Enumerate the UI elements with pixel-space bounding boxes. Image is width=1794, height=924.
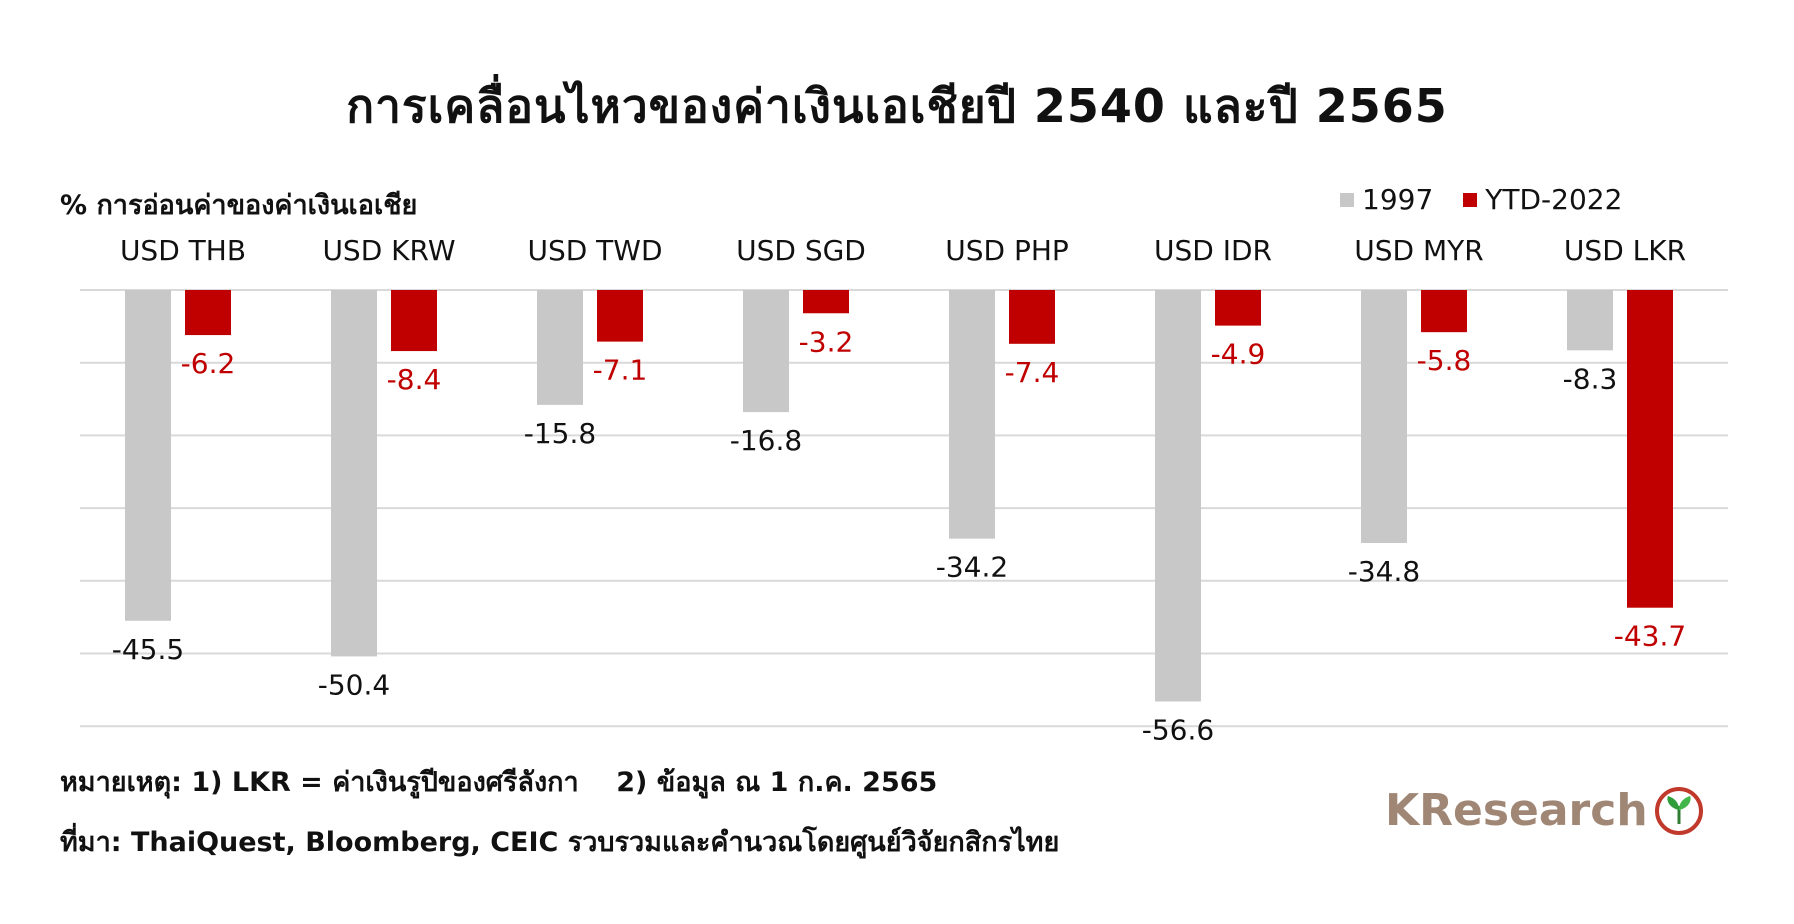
category-label: USD THB [120,234,246,267]
data-label-1997: -8.3 [1563,362,1618,395]
category-label: USD SGD [736,234,866,267]
kresearch-logo: KResearch [1385,785,1704,836]
category-label: USD PHP [945,234,1069,267]
bar-1997 [1567,290,1613,351]
category-label: USD MYR [1354,234,1483,267]
bar-1997 [125,290,171,621]
bar-ytd-2022 [597,290,643,342]
chart-title: การเคลื่อนไหวของค่าเงินเอเชียปี 2540 และ… [346,79,1448,133]
category-label: USD LKR [1564,234,1686,267]
kbank-leaf-icon [1654,786,1703,835]
bar-ytd-2022 [185,290,231,336]
bar-1997 [1361,290,1407,543]
bar-ytd-2022 [803,290,849,314]
bar-1997 [1155,290,1201,702]
bar-1997 [743,290,789,413]
bar-1997 [537,290,583,405]
legend-item-1997: 1997 [1340,183,1433,216]
data-label-ytd-2022: -7.1 [593,354,648,387]
bar-ytd-2022 [1215,290,1261,326]
legend-swatch-2022 [1463,192,1478,207]
legend-label-2022: YTD-2022 [1485,183,1623,216]
category-label: USD KRW [322,234,455,267]
data-label-1997: -45.5 [112,633,184,666]
y-axis-note: % การอ่อนค่าของค่าเงินเอเชีย [60,190,418,221]
category-label: USD IDR [1154,234,1272,267]
data-label-ytd-2022: -43.7 [1614,620,1686,653]
footnote: หมายเหตุ: 1) LKR = ค่าเงินรูปีของศรีลังก… [60,767,938,798]
legend-label-1997: 1997 [1362,183,1434,216]
data-label-1997: -15.8 [524,417,596,450]
bar-ytd-2022 [1421,290,1467,333]
data-label-1997: -34.2 [936,551,1008,584]
data-label-ytd-2022: -8.4 [387,363,442,396]
data-label-1997: -34.8 [1348,555,1420,588]
data-label-ytd-2022: -6.2 [181,347,236,380]
data-label-ytd-2022: -5.8 [1417,344,1472,377]
bar-ytd-2022 [1009,290,1055,344]
legend: 1997 YTD-2022 [1340,183,1622,216]
legend-swatch-1997 [1340,192,1354,207]
bar-ytd-2022 [1627,290,1673,608]
data-label-ytd-2022: -7.4 [1005,356,1060,389]
data-label-1997: -50.4 [318,668,390,701]
bar-1997 [331,290,377,657]
data-label-ytd-2022: -3.2 [799,325,854,358]
legend-item-2022: YTD-2022 [1463,183,1622,216]
source-note: ที่มา: ThaiQuest, Bloomberg, CEIC รวบรวม… [60,827,1060,858]
data-label-1997: -56.6 [1142,713,1214,746]
bar-ytd-2022 [391,290,437,352]
data-label-1997: -16.8 [730,424,802,457]
data-label-ytd-2022: -4.9 [1211,338,1266,371]
logo-text: KResearch [1385,785,1648,836]
category-label: USD TWD [527,234,662,267]
bar-1997 [949,290,995,539]
